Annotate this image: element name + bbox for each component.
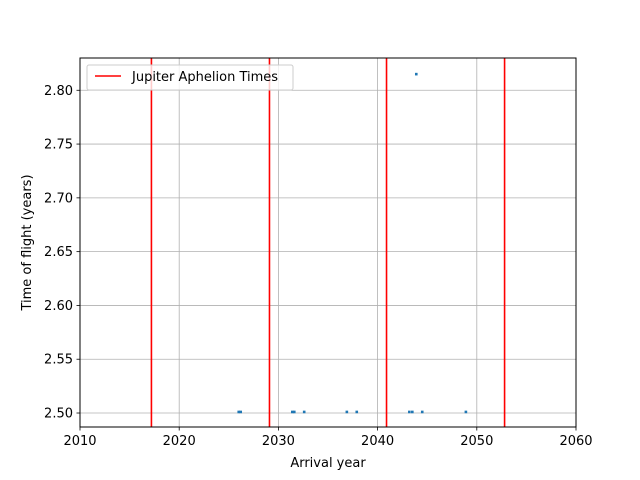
aphelion-lines <box>150 58 506 427</box>
scatter-point <box>408 410 411 414</box>
scatter-point <box>239 410 243 414</box>
y-tick-label: 2.50 <box>44 407 73 422</box>
scatter-point <box>420 410 424 414</box>
x-tick-label: 2010 <box>63 434 96 449</box>
x-tick-label: 2040 <box>361 434 394 449</box>
plot-area <box>80 58 576 427</box>
y-tick-label: 2.75 <box>44 138 73 153</box>
scatter-point <box>237 410 241 414</box>
x-tick-label: 2030 <box>262 434 295 449</box>
scatter-point <box>345 410 349 414</box>
legend-entry-jupiter-aphelion-times: Jupiter Aphelion Times <box>131 70 278 85</box>
x-axis-label: Arrival year <box>290 456 366 471</box>
scatter-point <box>290 410 294 414</box>
y-tick-label: 2.55 <box>44 353 73 368</box>
grid-lines <box>79 58 577 427</box>
x-tick-label: 2060 <box>559 434 592 449</box>
scatter-point <box>355 410 359 414</box>
scatter-point <box>464 410 468 414</box>
legend-box <box>86 64 294 91</box>
y-tick-label: 2.65 <box>44 245 73 260</box>
axis-ticks: 2010 2020 2030 2040 2050 2060 2.50 2.55 2.60 2.65… <box>44 84 593 449</box>
x-tick-label: 2020 <box>163 434 196 449</box>
scatter-point <box>411 410 414 414</box>
scatter-points <box>237 72 468 414</box>
plot-frame <box>79 57 577 428</box>
y-axis-label: Time of flight (years) <box>20 174 35 311</box>
scatter-point <box>414 72 418 76</box>
legend: Jupiter Aphelion Times <box>86 64 294 91</box>
y-tick-label: 2.80 <box>44 84 73 99</box>
scatter-point <box>302 410 306 414</box>
y-tick-label: 2.70 <box>44 191 73 206</box>
x-tick-label: 2050 <box>460 434 493 449</box>
y-tick-label: 2.60 <box>44 299 73 314</box>
scatter-point <box>292 410 296 414</box>
